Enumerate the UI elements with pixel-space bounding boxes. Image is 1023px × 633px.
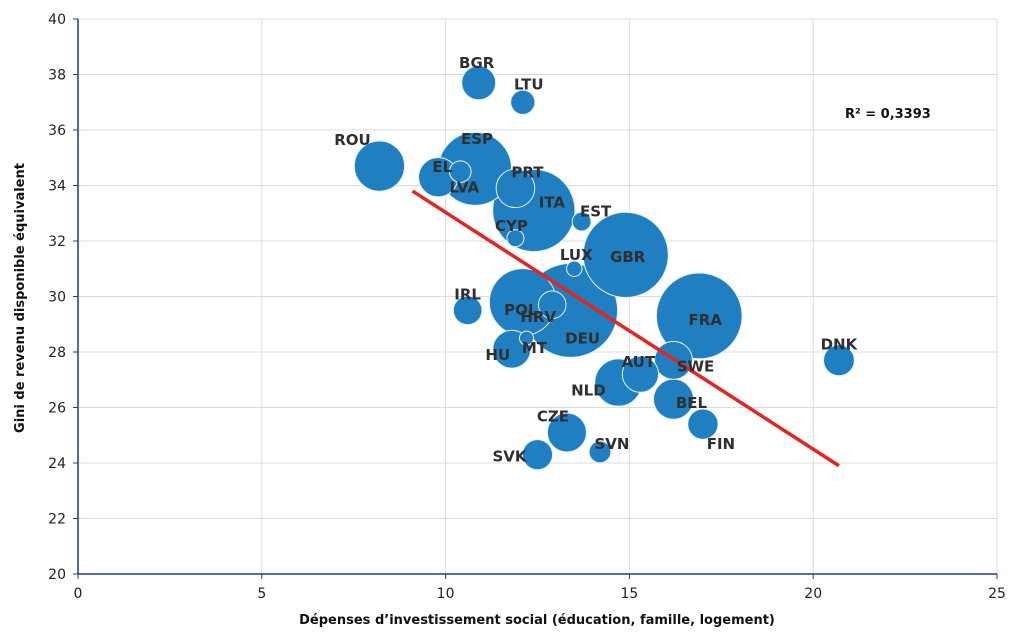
point-label-deu: DEU	[565, 329, 600, 347]
x-tick-label: 25	[988, 586, 1006, 602]
point-label-svn: SVN	[595, 435, 630, 453]
point-label-esp: ESP	[461, 130, 493, 148]
point-label-prt: PRT	[511, 163, 544, 181]
point-label-fra: FRA	[689, 311, 723, 329]
y-tick-label: 30	[48, 290, 66, 306]
point-label-hu: HU	[485, 346, 510, 364]
y-tick-label: 34	[48, 179, 66, 195]
y-tick-label: 20	[48, 567, 66, 583]
x-tick-label: 5	[257, 586, 266, 602]
point-label-svk: SVK	[492, 448, 527, 466]
point-label-bel: BEL	[676, 394, 708, 412]
point-label-rou: ROU	[334, 131, 370, 149]
point-label-gbr: GBR	[610, 248, 646, 266]
bubble-svk	[522, 440, 552, 470]
x-tick-label: 0	[74, 586, 83, 602]
point-label-hrv: HRV	[520, 308, 556, 326]
y-tick-label: 22	[48, 512, 66, 528]
x-tick-label: 15	[620, 586, 638, 602]
point-label-lva: LVA	[449, 179, 479, 197]
point-label-est: EST	[580, 203, 612, 221]
y-tick-label: 38	[48, 68, 66, 84]
y-tick-label: 36	[48, 123, 66, 139]
bubbles	[354, 66, 854, 470]
point-label-ita: ITA	[539, 193, 566, 211]
point-label-aut: AUT	[622, 353, 656, 371]
point-label-cyp: CYP	[495, 217, 528, 235]
y-tick-label: 32	[48, 234, 66, 250]
point-label-fin: FIN	[707, 435, 735, 453]
x-tick-label: 20	[804, 586, 822, 602]
r-squared-annotation: R² = 0,3393	[845, 107, 931, 122]
y-tick-label: 40	[48, 12, 66, 28]
y-tick-label: 24	[48, 456, 66, 472]
point-label-swe: SWE	[677, 357, 715, 375]
point-label-irl: IRL	[454, 285, 481, 303]
point-label-ltu: LTU	[514, 75, 544, 93]
point-label-dnk: DNK	[821, 335, 859, 353]
y-axis-title: Gini de revenu disponible équivalent	[13, 163, 28, 433]
point-label-bgr: BGR	[459, 54, 495, 72]
point-label-nld: NLD	[571, 382, 606, 400]
bubble-ltu	[511, 90, 535, 114]
x-tick-label: 10	[437, 586, 455, 602]
point-label-lux: LUX	[560, 246, 593, 264]
y-tick-label: 26	[48, 401, 66, 417]
point-label-el: EL	[432, 158, 452, 176]
point-label-mt: MT	[522, 339, 548, 357]
x-axis-title: Dépenses d’investissement social (éducat…	[299, 613, 775, 628]
point-label-cze: CZE	[537, 407, 569, 425]
y-tick-label: 28	[48, 345, 66, 361]
